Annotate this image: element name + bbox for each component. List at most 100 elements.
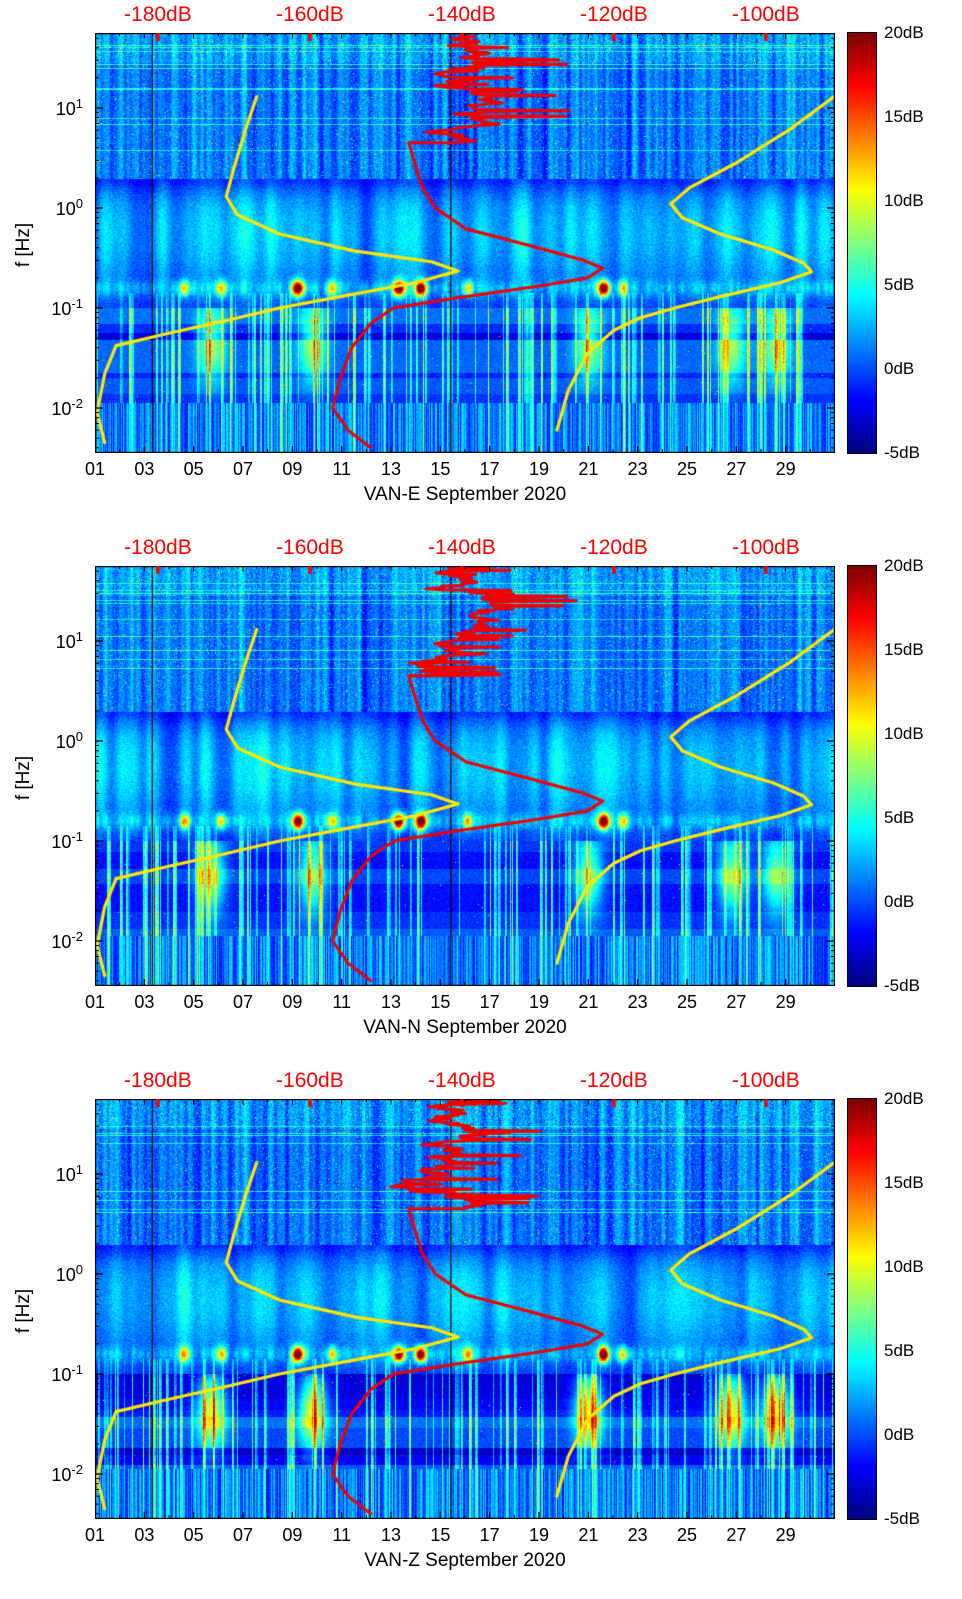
x-tick-label: 27 (726, 1525, 747, 1545)
spectrogram-panel-van-z: -180dB -160dB -140dB -120dB -100dB f [Hz] 10… (0, 1066, 962, 1599)
top-axis-db-label: -180dB (124, 1069, 192, 1092)
x-tick-label: 07 (232, 1525, 254, 1545)
x-tick-label: 29 (775, 1525, 796, 1545)
x-axis-title: VAN-Z September 2020 (364, 1550, 566, 1571)
colorbar (847, 32, 877, 454)
colorbar-tick-label: 20dB (884, 23, 924, 42)
x-tick-label: 15 (430, 459, 451, 479)
x-tick-label: 09 (282, 459, 303, 479)
x-tick-label: 21 (578, 459, 599, 479)
top-axis-db-label: -160dB (276, 536, 344, 559)
x-tick-label: 07 (232, 459, 254, 479)
top-axis-db-label: -140dB (428, 3, 496, 26)
top-axis-db-label: -100dB (732, 1069, 800, 1092)
x-tick-label: 05 (183, 459, 204, 479)
x-tick-label: 19 (528, 1525, 550, 1545)
colorbar (847, 1098, 877, 1520)
colorbar-tick-label: 20dB (884, 556, 924, 575)
y-tick-label: 100 (55, 196, 83, 219)
x-tick-label: 17 (479, 459, 500, 479)
x-tick-label: 09 (282, 992, 303, 1012)
x-tick-label: 23 (627, 459, 648, 479)
x-tick-label: 15 (430, 1525, 451, 1545)
x-tick-label: 09 (282, 1525, 303, 1545)
x-tick-label: 03 (134, 992, 155, 1012)
colorbar (847, 565, 877, 987)
x-tick-label: 17 (479, 1525, 500, 1545)
x-tick-label: 05 (183, 992, 204, 1012)
x-tick-label: 07 (232, 992, 254, 1012)
colorbar-tick-label: 5dB (884, 1341, 915, 1360)
spectrogram-heatmap (95, 566, 835, 986)
colorbar-tick-label: 20dB (884, 1089, 924, 1108)
spectrogram-panel-van-n: -180dB -160dB -140dB -120dB -100dB f [Hz] 10… (0, 533, 962, 1066)
x-tick-label: 03 (134, 459, 155, 479)
x-tick-label: 05 (183, 1525, 204, 1545)
spectrogram-heatmap (95, 33, 835, 453)
colorbar-tick-label: 0dB (884, 359, 915, 378)
colorbar-tick-label: -5dB (884, 976, 920, 995)
x-tick-label: 17 (479, 992, 500, 1012)
colorbar-tick-label: 15dB (884, 640, 924, 659)
x-tick-label: 11 (332, 459, 351, 479)
colorbar-tick-label: 5dB (884, 275, 915, 294)
y-tick-label: 10-1 (51, 296, 83, 319)
x-axis-title: VAN-N September 2020 (363, 1017, 567, 1038)
y-tick-label: 101 (55, 1162, 83, 1185)
x-tick-label: 01 (84, 992, 106, 1012)
y-tick-label: 10-2 (51, 1462, 83, 1485)
x-tick-label: 21 (578, 1525, 599, 1545)
y-tick-label: 10-1 (51, 1362, 83, 1385)
x-tick-label: 21 (578, 992, 599, 1012)
top-axis-db-label: -100dB (732, 536, 800, 559)
top-axis-db-label: -120dB (580, 3, 648, 26)
x-tick-label: 19 (528, 459, 550, 479)
x-tick-label: 03 (134, 1525, 155, 1545)
x-tick-label: 13 (380, 459, 402, 479)
y-tick-label: 10-2 (51, 929, 83, 952)
x-tick-label: 23 (627, 1525, 648, 1545)
x-tick-label: 25 (676, 992, 698, 1012)
top-axis-db-label: -120dB (580, 1069, 648, 1092)
x-axis-title: VAN-E September 2020 (363, 484, 567, 505)
x-tick-label: 29 (775, 459, 796, 479)
y-tick-label: 101 (55, 96, 83, 119)
spectrogram-heatmap (95, 1099, 835, 1519)
top-axis-db-label: -160dB (276, 3, 344, 26)
colorbar-tick-label: 10dB (884, 724, 924, 743)
top-axis-db-label: -120dB (580, 536, 648, 559)
x-tick-label: 11 (332, 992, 351, 1012)
x-tick-label: 15 (430, 992, 451, 1012)
y-tick-label: 100 (55, 1262, 83, 1285)
x-tick-label: 11 (332, 1525, 351, 1545)
x-tick-label: 29 (775, 992, 796, 1012)
top-axis-db-label: -180dB (124, 3, 192, 26)
x-tick-label: 13 (380, 992, 402, 1012)
x-tick-label: 01 (84, 1525, 106, 1545)
colorbar-tick-label: -5dB (884, 443, 920, 462)
colorbar-tick-label: -5dB (884, 1509, 920, 1528)
colorbar-tick-label: 15dB (884, 107, 924, 126)
colorbar-tick-label: 0dB (884, 892, 915, 911)
colorbar-tick-label: 5dB (884, 808, 915, 827)
y-tick-label: 101 (55, 629, 83, 652)
x-tick-label: 01 (84, 459, 106, 479)
x-tick-label: 13 (380, 1525, 402, 1545)
colorbar-tick-label: 0dB (884, 1425, 915, 1444)
top-axis-db-label: -180dB (124, 536, 192, 559)
x-tick-label: 19 (528, 992, 550, 1012)
top-axis-db-label: -140dB (428, 536, 496, 559)
y-tick-label: 100 (55, 729, 83, 752)
spectrogram-panel-van-e: -180dB -160dB -140dB -120dB -100dB f [Hz] 10… (0, 0, 962, 533)
x-tick-label: 27 (726, 992, 747, 1012)
y-tick-label: 10-1 (51, 829, 83, 852)
x-tick-label: 27 (726, 459, 747, 479)
x-tick-label: 25 (676, 1525, 698, 1545)
x-tick-label: 25 (676, 459, 698, 479)
colorbar-tick-label: 10dB (884, 191, 924, 210)
top-axis-db-label: -100dB (732, 3, 800, 26)
colorbar-tick-label: 15dB (884, 1173, 924, 1192)
x-tick-label: 23 (627, 992, 648, 1012)
top-axis-db-label: -140dB (428, 1069, 496, 1092)
top-axis-db-label: -160dB (276, 1069, 344, 1092)
